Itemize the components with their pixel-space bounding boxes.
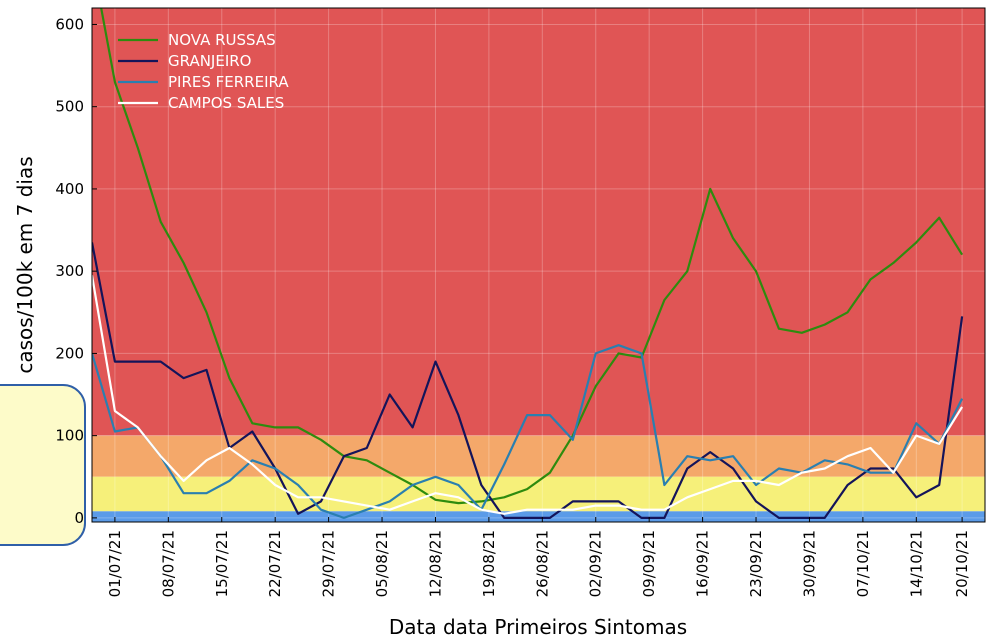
legend: NOVA RUSSAS GRANJEIRO PIRES FERREIRA CAMPOS… <box>118 31 289 112</box>
y-tick-label: 400 <box>55 180 84 198</box>
y-tick-label: 300 <box>55 262 84 280</box>
plot-frame <box>91 7 986 523</box>
x-axis-label: Data data Primeiros Sintomas <box>389 615 687 639</box>
series-line <box>100 8 964 505</box>
legend-label: PIRES FERREIRA <box>168 73 289 91</box>
x-tick-label: 26/08/21 <box>533 530 551 597</box>
x-tick-label: 22/07/21 <box>266 530 284 597</box>
ticks: 0 100 200 300 400 500 600 01/07/21 08/07/21 15/07… <box>55 15 971 597</box>
y-tick-label: 500 <box>55 98 84 116</box>
x-tick-label: 12/08/21 <box>426 530 444 597</box>
x-tick-label: 07/10/21 <box>854 530 872 597</box>
series-line <box>92 242 964 519</box>
series-line <box>92 275 964 515</box>
x-tick-label: 09/09/21 <box>640 530 658 597</box>
legend-label: GRANJEIRO <box>168 52 251 70</box>
legend-label: NOVA RUSSAS <box>168 31 276 49</box>
x-tick-label: 19/08/21 <box>480 530 498 597</box>
band <box>92 8 985 436</box>
x-tick-label: 14/10/21 <box>907 530 925 597</box>
band <box>92 435 985 477</box>
y-axis-label: casos/100k em 7 dias <box>13 156 37 373</box>
x-tick-label: 15/07/21 <box>213 530 231 597</box>
x-tick-label: 08/07/21 <box>159 530 177 597</box>
y-tick-label: 200 <box>55 344 84 362</box>
band <box>92 511 985 522</box>
y-tick-label: 0 <box>74 509 84 527</box>
x-tick-label: 16/09/21 <box>694 530 712 597</box>
x-tick-label: 02/09/21 <box>587 530 605 597</box>
x-tick-label: 20/10/21 <box>953 530 971 597</box>
x-tick-label: 30/09/21 <box>800 530 818 597</box>
series-line <box>92 344 964 519</box>
x-tick-label: 05/08/21 <box>373 530 391 597</box>
legend-label: CAMPOS SALES <box>168 94 284 112</box>
lines <box>92 8 964 519</box>
x-tick-label: 01/07/21 <box>106 530 124 597</box>
grid <box>92 8 985 522</box>
y-tick-label: 600 <box>55 15 84 33</box>
y-tick-label: 100 <box>55 427 84 445</box>
overlay-box <box>0 384 86 546</box>
x-tick-label: 29/07/21 <box>320 530 338 597</box>
band <box>92 476 985 512</box>
bands <box>92 8 985 522</box>
x-tick-label: 23/09/21 <box>747 530 765 597</box>
